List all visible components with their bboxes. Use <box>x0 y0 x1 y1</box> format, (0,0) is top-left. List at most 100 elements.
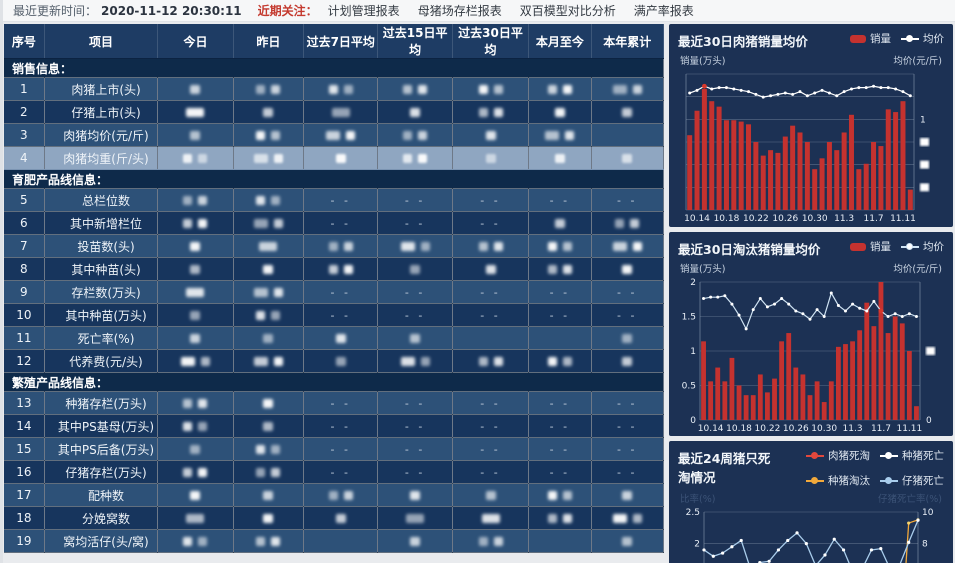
row-number: 11 <box>4 326 45 350</box>
legend-item-1[interactable]: 销量 <box>850 31 891 46</box>
table-row-3[interactable]: 3 肉猪均价(元/斤) <box>4 123 665 147</box>
svg-text:1: 1 <box>690 347 696 357</box>
svg-text:2: 2 <box>690 278 696 288</box>
redacted-value <box>328 491 338 500</box>
value-cell: - - <box>377 437 453 461</box>
table-row-16[interactable]: 16 仔猪存栏(万头) - - - - - - - - - - <box>4 460 665 484</box>
no-data-dash: - - <box>617 397 638 410</box>
legend-bar-swatch <box>850 242 866 251</box>
report-link-4[interactable]: 满产率报表 <box>633 4 694 18</box>
legend-item-2[interactable]: 种猪死亡 <box>880 448 944 463</box>
redacted-value <box>256 196 266 205</box>
redacted-value <box>263 422 274 431</box>
legend-item-1[interactable]: 肉猪死淘 <box>806 448 870 463</box>
redacted-value <box>271 85 281 94</box>
report-links: 计划管理报表 母猪场存栏报表 双百模型对比分析 满产率报表 <box>328 2 694 19</box>
value-cell <box>233 100 305 124</box>
value-cell <box>157 303 234 327</box>
table-row-1[interactable]: 1 肉猪上市(头) <box>4 77 665 101</box>
table-row-5[interactable]: 5 总栏位数 - - - - - - - - - - <box>4 188 665 212</box>
no-data-dash: - - <box>404 420 426 433</box>
value-cell: - - <box>528 303 592 327</box>
value-cell: - - <box>528 437 592 461</box>
value-cell: - - <box>452 211 530 235</box>
value-cell <box>528 146 592 170</box>
value-cell: - - <box>591 280 665 304</box>
redacted-value <box>478 108 488 117</box>
value-cell <box>377 146 453 170</box>
redacted-value <box>253 357 268 366</box>
value-cell: - - <box>452 188 530 212</box>
svg-text:10.26: 10.26 <box>772 214 798 224</box>
redacted-value <box>343 242 353 251</box>
legend-item-2[interactable]: 均价 <box>901 31 944 46</box>
column-header-4: 昨日 <box>233 24 305 59</box>
table-row-17[interactable]: 17 配种数 <box>4 483 665 507</box>
row-number: 2 <box>4 100 45 124</box>
redacted-value <box>190 131 201 140</box>
legend-item-3[interactable]: 种猪淘汰 <box>806 473 870 488</box>
table-row-19[interactable]: 19 窝均活仔(头/窝) <box>4 529 665 553</box>
value-cell: - - <box>377 280 453 304</box>
chart-title: 最近30日淘汰猪销量均价 <box>678 242 821 257</box>
legend-item-1[interactable]: 销量 <box>850 239 891 254</box>
report-link-2[interactable]: 母猪场存栏报表 <box>417 4 502 18</box>
value-cell <box>528 326 592 350</box>
redacted-value <box>478 357 488 366</box>
value-cell <box>591 100 665 124</box>
table-row-18[interactable]: 18 分娩窝数 <box>4 506 665 530</box>
report-link-1[interactable]: 计划管理报表 <box>327 4 400 18</box>
redacted-value <box>183 537 193 546</box>
value-cell: - - <box>528 414 592 438</box>
redacted-value <box>410 108 421 117</box>
table-row-4[interactable]: 4 肉猪均重(斤/头) <box>4 146 665 170</box>
table-row-9[interactable]: 9 存栏数(万头) - - - - - - - - - - <box>4 280 665 304</box>
table-row-6[interactable]: 6 其中新增栏位 - - - - - - <box>4 211 665 235</box>
table-row-15[interactable]: 15 其中PS后备(万头) - - - - - - - - - - <box>4 437 665 461</box>
svg-text:10.22: 10.22 <box>743 214 769 224</box>
main-area: 序号 项目 今日 昨日 过去7日平均 过去15日平均 过去30日平均 本月至今 本年累计 销售信… <box>3 22 955 563</box>
redacted-value <box>263 399 274 408</box>
value-cell <box>528 234 592 258</box>
redacted-value <box>190 491 201 500</box>
legend-item-4[interactable]: 仔猪死亡 <box>880 473 944 488</box>
svg-text:10.14: 10.14 <box>684 214 710 224</box>
redacted-value <box>420 242 430 251</box>
table-row-8[interactable]: 8 其中种苗(头) <box>4 257 665 281</box>
no-data-dash: - - <box>404 309 426 322</box>
redacted-value <box>562 242 572 251</box>
table-row-14[interactable]: 14 其中PS基母(万头) - - - - - - - - - - <box>4 414 665 438</box>
redacted-value <box>562 357 572 366</box>
svg-text:10.18: 10.18 <box>714 214 740 224</box>
redacted-value <box>403 85 413 94</box>
svg-text:11.3: 11.3 <box>834 214 854 224</box>
value-cell <box>452 349 530 373</box>
redacted-value <box>190 242 201 251</box>
value-cell <box>591 257 665 281</box>
redacted-value <box>271 445 281 454</box>
redacted-value <box>183 154 193 163</box>
legend-item-2[interactable]: 均价 <box>901 239 944 254</box>
redacted-value <box>186 288 205 297</box>
value-cell <box>528 506 592 530</box>
value-cell <box>233 391 305 415</box>
redacted-value <box>190 85 201 94</box>
row-number: 3 <box>4 123 45 147</box>
no-data-dash: - - <box>404 443 426 456</box>
report-link-3[interactable]: 双百模型对比分析 <box>519 4 616 18</box>
redacted-value <box>410 265 421 274</box>
table-row-10[interactable]: 10 其中种苗(万头) - - - - - - - - - - <box>4 303 665 327</box>
table-row-13[interactable]: 13 种猪存栏(万头) - - - - - - - - - - <box>4 391 665 415</box>
value-cell: - - <box>377 188 453 212</box>
no-data-dash: - - <box>404 194 426 207</box>
column-header-9: 本年累计 <box>591 24 665 59</box>
value-cell <box>157 506 234 530</box>
redacted-value <box>493 85 503 94</box>
no-data-dash: - - <box>617 420 638 433</box>
value-cell <box>157 280 234 304</box>
table-row-2[interactable]: 2 仔猪上市(头) <box>4 100 665 124</box>
bar-line-chart-pig-sales: 1 10.14 10.18 10.22 10.26 10.30 11.3 11.7 11.11 <box>684 73 929 224</box>
table-row-12[interactable]: 12 代养费(元/头) <box>4 349 665 373</box>
table-row-7[interactable]: 7 投苗数(头) <box>4 234 665 258</box>
table-row-11[interactable]: 11 死亡率(%) <box>4 326 665 350</box>
